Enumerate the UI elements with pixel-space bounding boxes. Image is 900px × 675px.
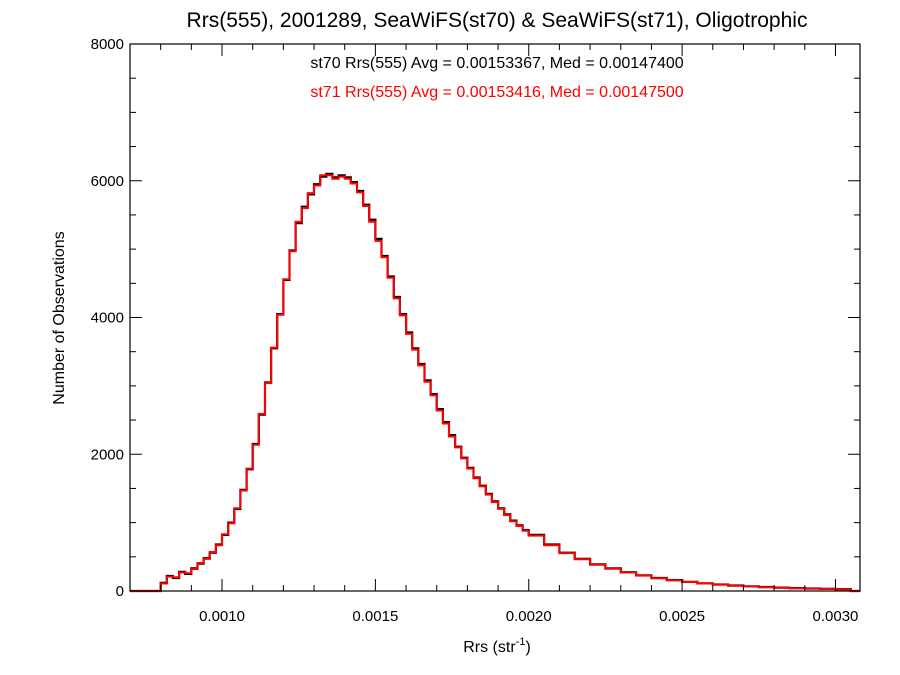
annotation-st71: st71 Rrs(555) Avg = 0.00153416, Med = 0.…	[310, 84, 683, 101]
x-tick-label: 0.0010	[199, 608, 245, 625]
x-tick-label: 0.0020	[506, 608, 552, 625]
series-layer	[130, 172, 860, 593]
y-tick-label: 8000	[91, 36, 124, 53]
x-tick-label: 0.0025	[659, 608, 705, 625]
x-axis-title: Rrs (str-1)	[463, 636, 531, 656]
y-tick-label: 2000	[91, 446, 124, 463]
y-tick-label: 0	[116, 583, 124, 600]
series-line-1	[130, 174, 860, 592]
x-tick-label: 0.0015	[352, 608, 398, 625]
annotation-st70: st70 Rrs(555) Avg = 0.00153367, Med = 0.…	[310, 55, 683, 72]
series-line-0	[130, 172, 860, 593]
chart-title: Rrs(555), 2001289, SeaWiFS(st70) & SeaWi…	[187, 9, 808, 32]
y-axis-title: Number of Observations	[51, 231, 68, 404]
tick-layer: 0.0010 0.0015 0.0020 0.0025 0.0030 0 2000 4000 6…	[91, 36, 860, 625]
x-tick-label: 0.0030	[813, 608, 859, 625]
y-tick-label: 4000	[91, 310, 124, 327]
y-tick-label: 6000	[91, 173, 124, 190]
